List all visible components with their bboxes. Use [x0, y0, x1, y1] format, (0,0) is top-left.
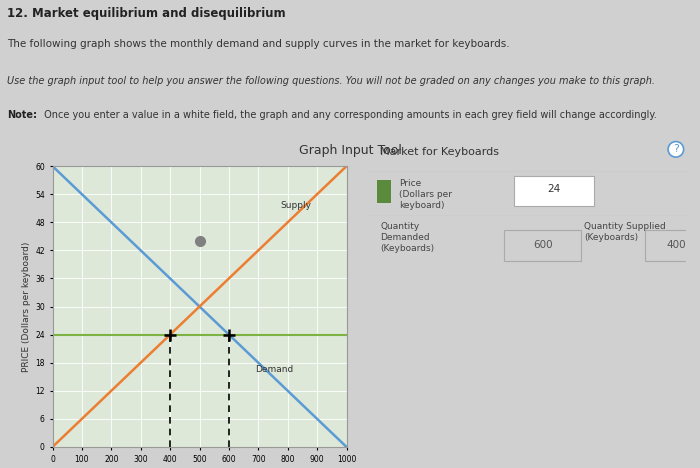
Text: Quantity
Demanded
(Keyboards): Quantity Demanded (Keyboards)	[380, 222, 435, 253]
Text: Quantity Supplied
(Keyboards): Quantity Supplied (Keyboards)	[584, 222, 666, 242]
Y-axis label: PRICE (Dollars per keyboard): PRICE (Dollars per keyboard)	[22, 241, 31, 372]
Text: Demand: Demand	[256, 365, 293, 374]
Text: Use the graph input tool to help you answer the following questions. You will no: Use the graph input tool to help you ans…	[7, 76, 655, 86]
Text: 600: 600	[533, 240, 552, 250]
Text: The following graph shows the monthly demand and supply curves in the market for: The following graph shows the monthly de…	[7, 39, 510, 49]
Text: 400: 400	[666, 240, 686, 250]
Text: Graph Input Tool: Graph Input Tool	[299, 144, 401, 157]
Text: 12. Market equilibrium and disequilibrium: 12. Market equilibrium and disequilibriu…	[7, 7, 286, 20]
Text: Once you enter a value in a white field, the graph and any corresponding amounts: Once you enter a value in a white field,…	[41, 110, 657, 120]
Text: Price
(Dollars per
keyboard): Price (Dollars per keyboard)	[399, 179, 452, 210]
Text: Note:: Note:	[7, 110, 37, 120]
Text: 24: 24	[547, 184, 561, 194]
FancyBboxPatch shape	[645, 230, 700, 262]
FancyBboxPatch shape	[505, 230, 581, 262]
Text: ?: ?	[673, 144, 679, 154]
Text: Supply: Supply	[280, 201, 312, 210]
FancyBboxPatch shape	[514, 176, 594, 206]
Text: Market for Keyboards: Market for Keyboards	[380, 147, 499, 157]
Bar	[377, 180, 391, 203]
